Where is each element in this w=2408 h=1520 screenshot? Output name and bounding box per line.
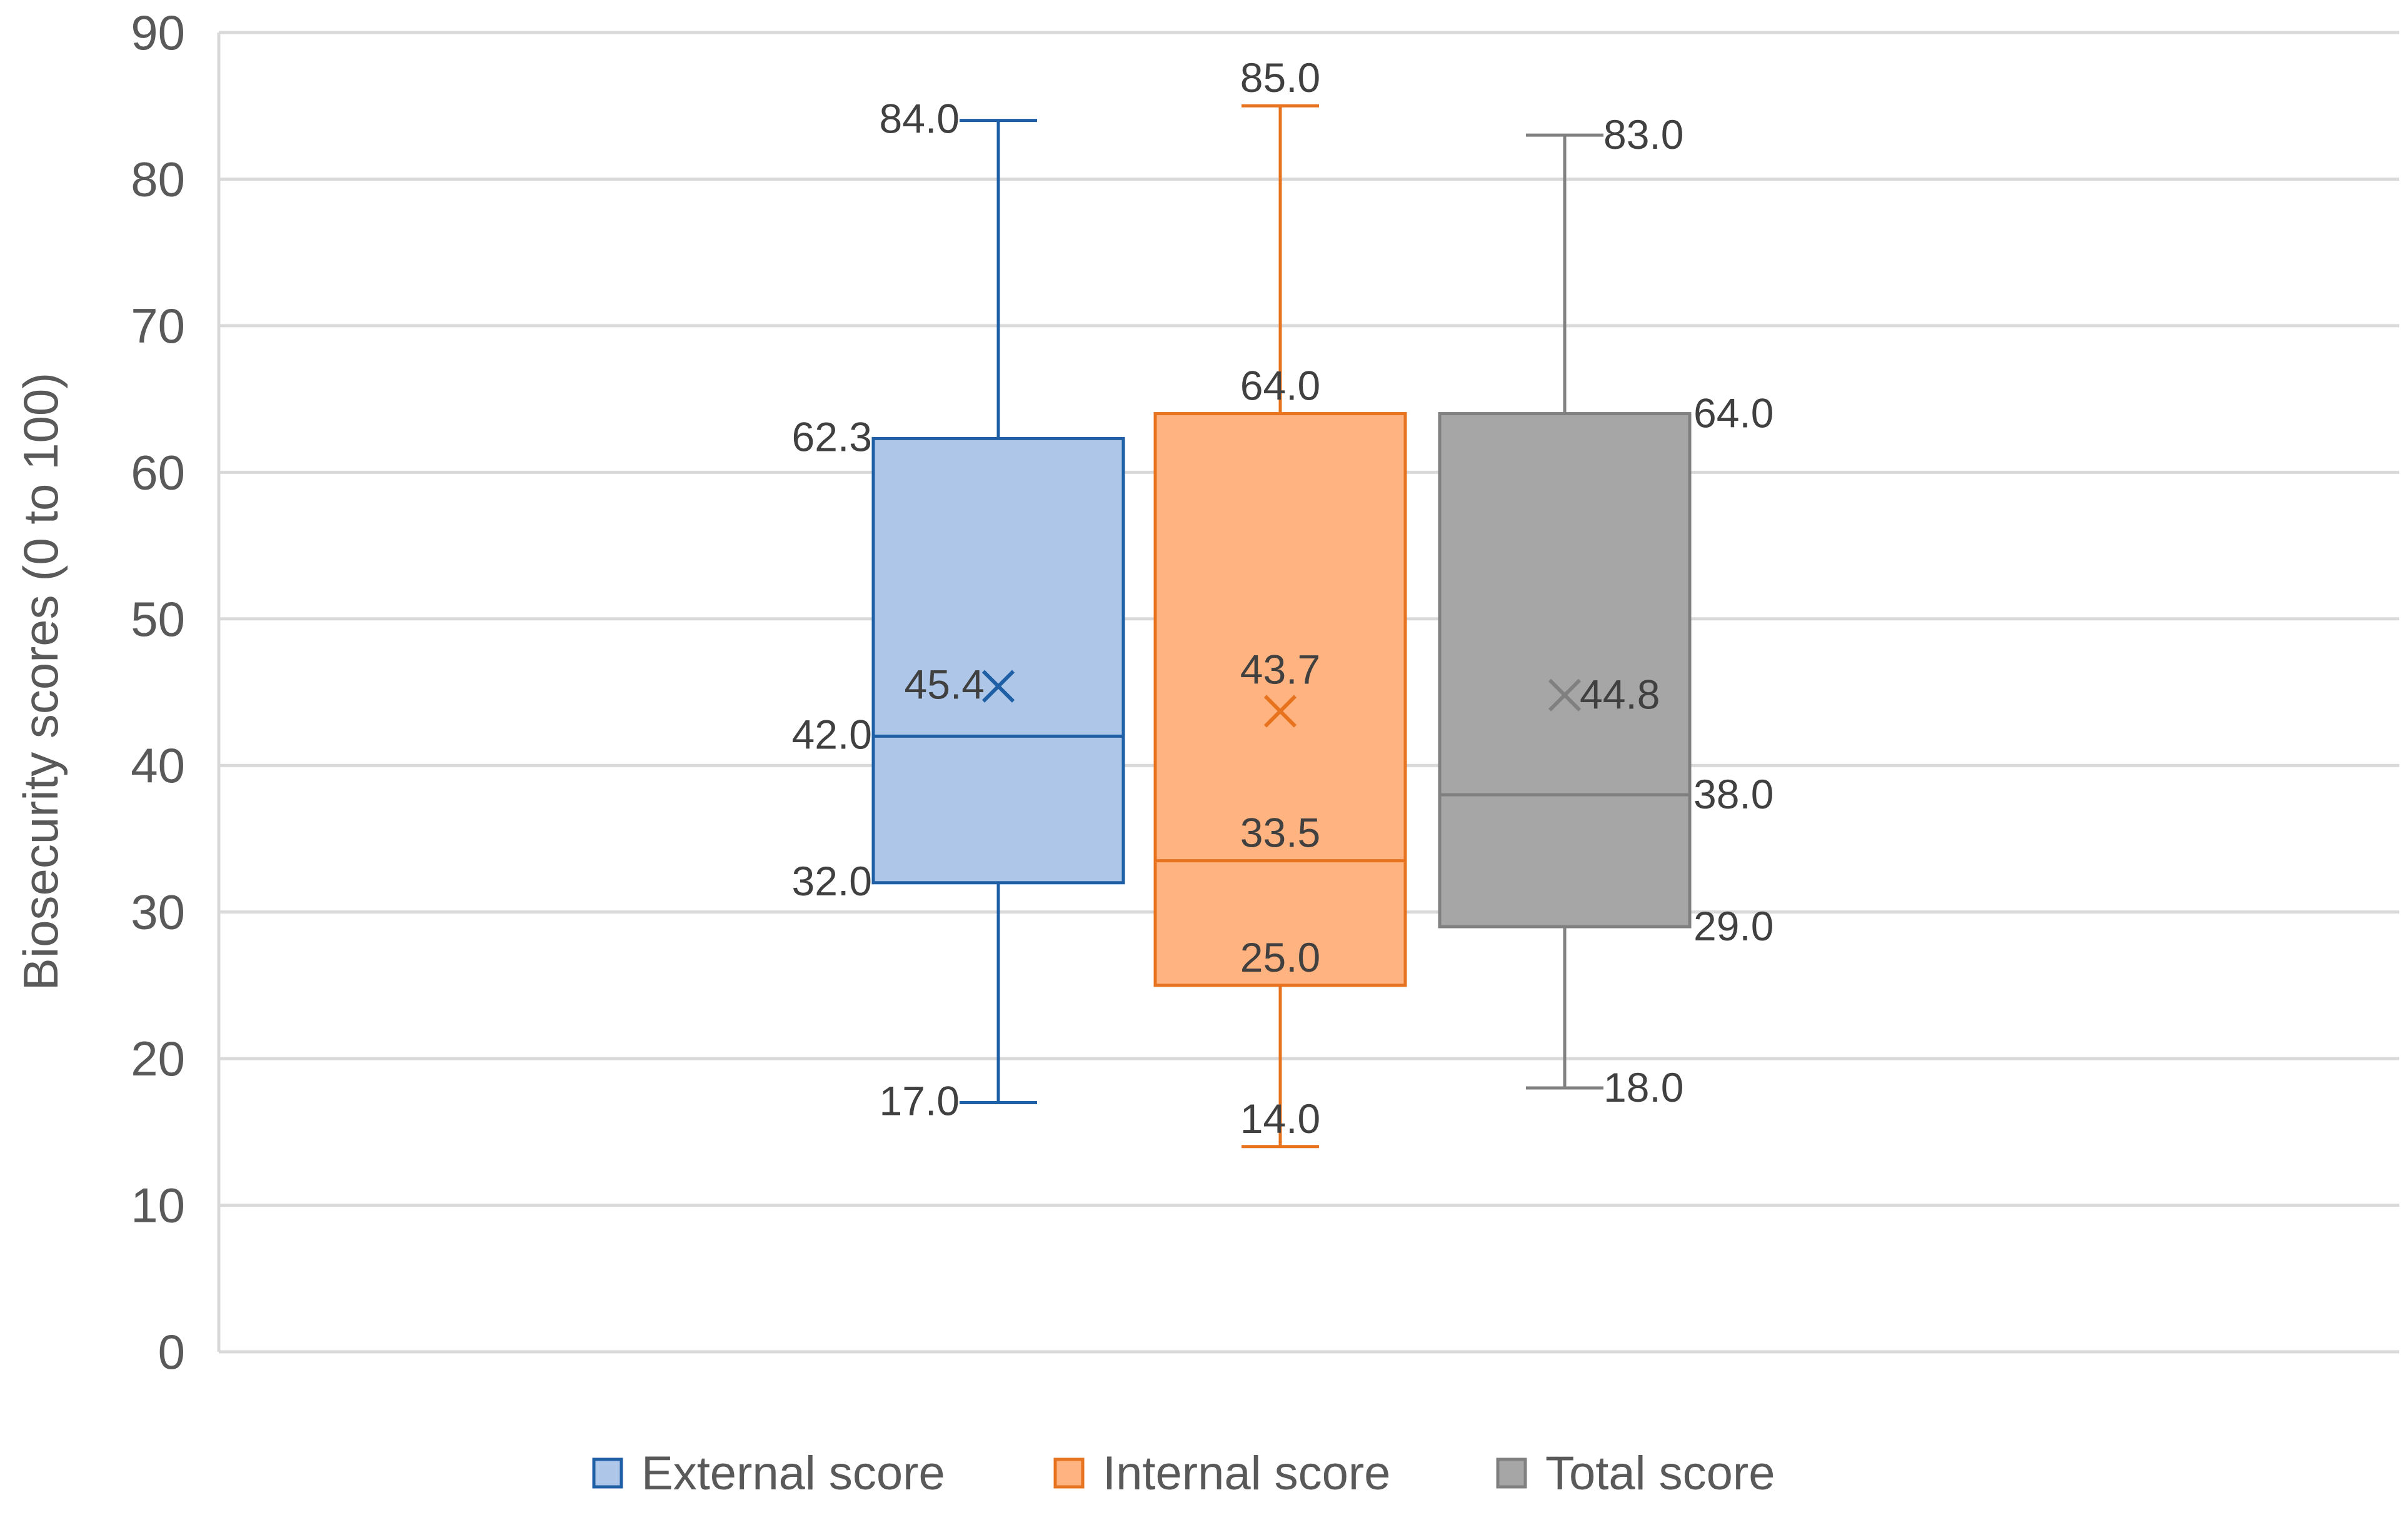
mean-marker xyxy=(1263,695,1297,728)
y-tick-label: 60 xyxy=(131,445,185,500)
y-tick-label: 30 xyxy=(131,885,185,940)
max-data-label: 83.0 xyxy=(1603,111,1683,158)
max-data-label: 84.0 xyxy=(880,96,960,142)
legend-label: External score xyxy=(641,1447,945,1500)
y-tick-label: 20 xyxy=(131,1031,185,1086)
y-tick-label: 10 xyxy=(131,1178,185,1233)
legend: External score Internal score Total score xyxy=(592,1447,1775,1500)
y-axis: 0 10 20 30 40 50 60 70 80 90 xyxy=(131,5,185,1379)
y-tick-label: 70 xyxy=(131,298,185,353)
mean-data-label: 45.4 xyxy=(905,662,985,708)
legend-label: Total score xyxy=(1545,1447,1775,1500)
y-tick-label: 90 xyxy=(131,5,185,60)
box-external-score: 84.0 62.3 42.0 32.0 17.0 45.4 xyxy=(792,96,1125,1124)
box-total-score: 83.0 64.0 38.0 29.0 18.0 44.8 xyxy=(1438,111,1773,1110)
mean-data-label: 44.8 xyxy=(1580,672,1660,718)
legend-swatch xyxy=(592,1457,623,1489)
legend-swatch xyxy=(1053,1457,1085,1489)
y-axis-title: Biosecurity scores (0 to 100) xyxy=(13,373,68,990)
iqr-box xyxy=(871,436,1125,885)
min-data-label: 17.0 xyxy=(880,1077,960,1124)
iqr-box xyxy=(1438,412,1692,929)
box-internal-score: 85.0 64.0 33.5 25.0 14.0 43.7 xyxy=(1153,54,1407,1149)
y-tick-label: 50 xyxy=(131,591,185,647)
q1-data-label: 29.0 xyxy=(1693,903,1773,949)
max-data-label: 85.0 xyxy=(1240,54,1320,101)
legend-label: Internal score xyxy=(1103,1447,1390,1500)
q3-data-label: 62.3 xyxy=(792,413,872,460)
mean-marker xyxy=(981,670,1015,703)
box-series: 84.0 62.3 42.0 32.0 17.0 45.4 85.0 64.0 33.5 25.0… xyxy=(792,54,1773,1149)
mean-data-label: 43.7 xyxy=(1240,646,1320,692)
q1-data-label: 25.0 xyxy=(1240,934,1320,980)
mean-marker xyxy=(1548,678,1582,712)
legend-item-total-score: Total score xyxy=(1496,1447,1775,1500)
y-tick-label: 40 xyxy=(131,738,185,793)
min-data-label: 14.0 xyxy=(1240,1095,1320,1142)
legend-swatch xyxy=(1496,1457,1527,1489)
legend-item-internal-score: Internal score xyxy=(1053,1447,1390,1500)
q3-data-label: 64.0 xyxy=(1240,363,1320,409)
median-data-label: 38.0 xyxy=(1693,771,1773,817)
min-data-label: 18.0 xyxy=(1603,1064,1683,1110)
y-tick-label: 80 xyxy=(131,151,185,206)
median-data-label: 42.0 xyxy=(792,711,872,757)
q1-data-label: 32.0 xyxy=(792,858,872,904)
y-tick-label: 0 xyxy=(158,1324,185,1379)
median-data-label: 33.5 xyxy=(1240,810,1320,856)
iqr-box xyxy=(1153,412,1407,987)
legend-item-external-score: External score xyxy=(592,1447,945,1500)
q3-data-label: 64.0 xyxy=(1693,390,1773,436)
